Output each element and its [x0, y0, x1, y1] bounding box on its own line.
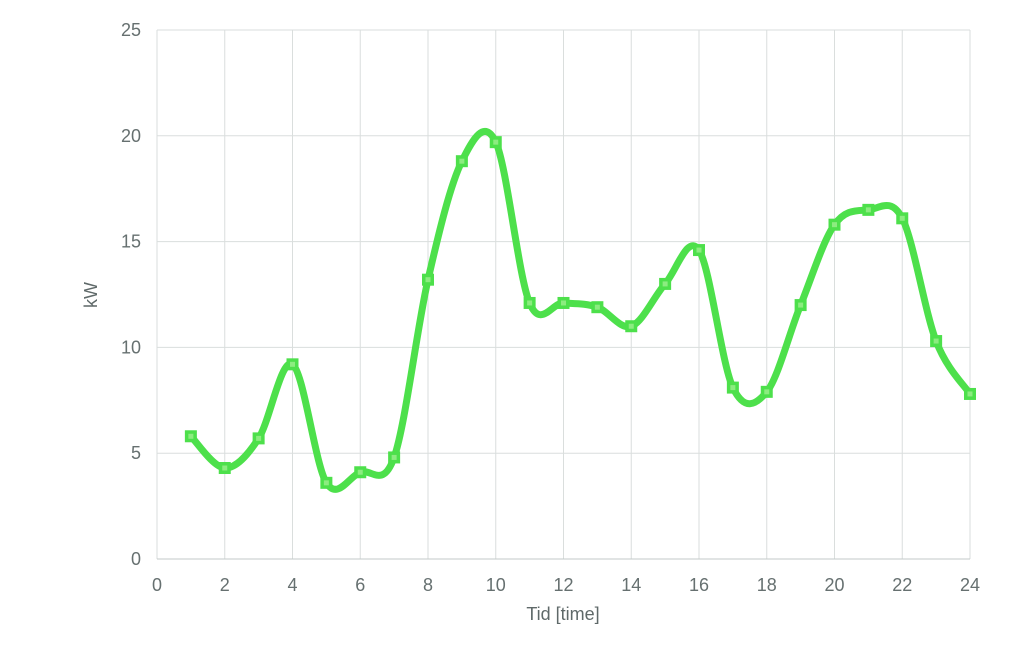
data-point-marker-center: [865, 207, 871, 213]
x-tick-label: 20: [824, 575, 844, 595]
data-point-marker-center: [323, 480, 329, 486]
x-axis-title: Tid [time]: [526, 604, 599, 624]
gridlines: [156, 29, 971, 560]
x-tick-label: 0: [152, 575, 162, 595]
data-point-marker-center: [933, 338, 939, 344]
x-tick-label: 8: [423, 575, 433, 595]
data-point-marker-center: [662, 281, 668, 287]
data-point-marker-center: [188, 433, 194, 439]
x-tick-label: 6: [355, 575, 365, 595]
x-tick-label: 12: [553, 575, 573, 595]
x-tick-label: 4: [287, 575, 297, 595]
x-tick-label: 2: [220, 575, 230, 595]
data-point-marker-center: [391, 454, 397, 460]
data-point-marker-center: [222, 465, 228, 471]
data-point-marker-center: [764, 389, 770, 395]
data-series: [187, 128, 974, 493]
x-tick-label: 22: [892, 575, 912, 595]
y-axis-title: kW: [81, 282, 101, 308]
y-tick-label: 20: [121, 126, 141, 146]
x-tick-label: 24: [960, 575, 980, 595]
data-point-marker-center: [696, 247, 702, 253]
x-tick-labels: 0 2 4 6 8 10 12 14 16 18 20 22 24: [152, 575, 980, 595]
y-tick-label: 5: [131, 443, 141, 463]
x-tick-label: 16: [689, 575, 709, 595]
data-point-marker-center: [628, 323, 634, 329]
x-tick-label: 14: [621, 575, 641, 595]
data-point-marker-center: [730, 385, 736, 391]
data-markers: [184, 136, 976, 489]
data-point-marker-center: [967, 391, 973, 397]
data-point-marker-center: [832, 222, 837, 228]
x-tick-label: 10: [486, 575, 506, 595]
y-tick-label: 15: [121, 232, 141, 252]
series-line: [187, 128, 974, 493]
y-tick-label: 10: [121, 337, 141, 357]
data-point-marker-center: [899, 215, 905, 221]
data-point-marker-center: [256, 435, 262, 441]
data-point-marker-center: [798, 302, 804, 308]
x-tick-label: 18: [757, 575, 777, 595]
data-point-marker-center: [459, 158, 465, 164]
data-point-marker-center: [561, 300, 566, 306]
data-point-marker-center: [594, 304, 600, 310]
data-point-marker-center: [493, 139, 499, 145]
data-point-marker-center: [357, 469, 363, 475]
y-tick-labels: 0 5 10 15 20 25: [121, 20, 141, 569]
y-tick-label: 0: [131, 549, 141, 569]
data-point-marker-center: [425, 277, 431, 283]
data-point-marker-center: [290, 361, 295, 367]
data-point-marker-center: [527, 300, 533, 306]
y-tick-label: 25: [121, 20, 141, 40]
